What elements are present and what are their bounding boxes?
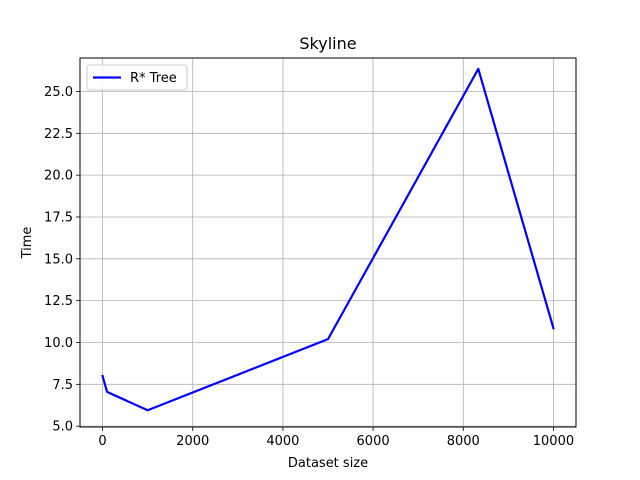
- chart-title: Skyline: [299, 34, 356, 53]
- ticks: 0 2000 4000 6000 8000 10000 5.0 7.5 10.0 12.5 15.0…: [44, 85, 574, 449]
- y-tick-label: 20.0: [44, 169, 73, 184]
- series-line: [101, 67, 555, 412]
- y-tick-label: 15.0: [44, 252, 73, 267]
- y-tick-label: 10.0: [44, 336, 73, 351]
- x-tick-label: 10000: [533, 434, 574, 449]
- legend: R* Tree: [86, 64, 188, 91]
- y-tick-label: 22.5: [44, 127, 73, 142]
- series-layer: [101, 67, 555, 412]
- y-tick-label: 25.0: [44, 85, 73, 100]
- y-tick-label: 17.5: [44, 210, 73, 225]
- x-tick-label: 4000: [266, 434, 299, 449]
- y-tick-label: 5.0: [52, 420, 73, 435]
- y-tick-label: 12.5: [44, 294, 73, 309]
- x-tick-label: 8000: [447, 434, 480, 449]
- x-axis-label: Dataset size: [288, 456, 368, 471]
- x-tick-label: 6000: [357, 434, 390, 449]
- plot-frame: [79, 57, 577, 428]
- y-axis-label: Time: [20, 227, 35, 260]
- legend-label: R* Tree: [130, 71, 177, 86]
- x-tick-label: 0: [98, 434, 106, 449]
- legend-box: [86, 64, 188, 91]
- x-tick-label: 2000: [176, 434, 209, 449]
- y-tick-label: 7.5: [52, 378, 73, 393]
- grid: [80, 58, 576, 427]
